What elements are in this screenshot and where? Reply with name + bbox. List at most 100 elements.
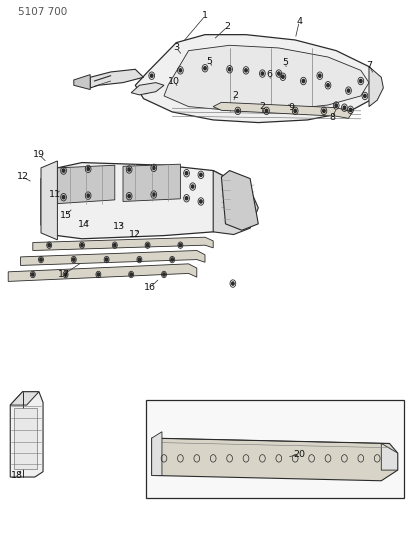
Polygon shape <box>10 392 39 405</box>
Circle shape <box>318 74 320 77</box>
Circle shape <box>342 106 345 109</box>
Text: 20: 20 <box>292 450 305 458</box>
Circle shape <box>130 273 132 276</box>
Circle shape <box>146 244 148 247</box>
Circle shape <box>128 168 130 171</box>
Circle shape <box>261 72 263 75</box>
Polygon shape <box>14 408 37 469</box>
Text: 2: 2 <box>232 92 238 100</box>
Circle shape <box>171 258 173 261</box>
Circle shape <box>97 273 99 276</box>
Circle shape <box>144 88 146 92</box>
Polygon shape <box>221 171 258 230</box>
Text: 1: 1 <box>202 12 207 20</box>
Circle shape <box>81 244 83 247</box>
Circle shape <box>293 109 296 112</box>
Circle shape <box>150 74 153 77</box>
Text: 12: 12 <box>16 173 29 181</box>
Circle shape <box>105 258 108 261</box>
Text: 7: 7 <box>365 61 371 69</box>
Circle shape <box>64 273 67 276</box>
Polygon shape <box>123 164 180 201</box>
Circle shape <box>72 258 75 261</box>
Polygon shape <box>41 163 233 239</box>
Circle shape <box>179 244 181 247</box>
Polygon shape <box>151 432 162 475</box>
Circle shape <box>199 173 202 176</box>
Polygon shape <box>10 392 43 477</box>
Text: 5: 5 <box>281 59 287 67</box>
Circle shape <box>87 194 89 197</box>
Circle shape <box>301 79 304 83</box>
Circle shape <box>191 185 193 188</box>
Circle shape <box>265 109 267 112</box>
Circle shape <box>375 84 378 87</box>
Polygon shape <box>151 438 397 481</box>
Polygon shape <box>33 237 213 251</box>
Text: 13: 13 <box>112 222 125 231</box>
Polygon shape <box>90 69 143 88</box>
Text: 5: 5 <box>206 57 211 66</box>
Circle shape <box>185 172 187 175</box>
Circle shape <box>322 109 324 112</box>
Text: 6: 6 <box>266 70 272 79</box>
Circle shape <box>236 109 238 112</box>
Polygon shape <box>368 67 382 107</box>
Polygon shape <box>164 45 368 110</box>
Polygon shape <box>41 161 57 240</box>
Circle shape <box>40 258 42 261</box>
Text: 16: 16 <box>143 284 155 292</box>
Text: 2: 2 <box>259 102 265 111</box>
Polygon shape <box>20 251 204 265</box>
Circle shape <box>228 68 230 71</box>
Text: 5107 700: 5107 700 <box>18 7 67 17</box>
FancyBboxPatch shape <box>145 400 403 498</box>
Circle shape <box>179 69 181 72</box>
Text: 2: 2 <box>224 22 230 31</box>
Circle shape <box>231 282 234 285</box>
Circle shape <box>346 89 349 92</box>
Polygon shape <box>74 75 90 90</box>
Circle shape <box>277 72 279 75</box>
Circle shape <box>152 193 155 196</box>
Circle shape <box>359 79 361 83</box>
Circle shape <box>348 108 351 111</box>
Circle shape <box>203 67 206 70</box>
Text: 17: 17 <box>57 270 70 279</box>
Text: 15: 15 <box>59 212 72 220</box>
Text: 18: 18 <box>11 471 23 480</box>
Text: 10: 10 <box>168 77 180 85</box>
Text: 12: 12 <box>129 230 141 239</box>
Polygon shape <box>213 171 258 235</box>
Circle shape <box>31 273 34 276</box>
Polygon shape <box>380 443 397 470</box>
Circle shape <box>138 258 140 261</box>
Text: 3: 3 <box>173 44 179 52</box>
Circle shape <box>334 104 337 107</box>
Circle shape <box>199 200 202 203</box>
Circle shape <box>152 166 155 169</box>
Circle shape <box>326 84 328 87</box>
Circle shape <box>128 195 130 198</box>
Text: 4: 4 <box>296 17 301 26</box>
Text: 19: 19 <box>33 150 45 159</box>
Circle shape <box>185 197 187 200</box>
Circle shape <box>48 244 50 247</box>
Polygon shape <box>135 35 380 123</box>
Text: 14: 14 <box>78 221 90 229</box>
Circle shape <box>162 273 165 276</box>
Text: 8: 8 <box>328 113 334 122</box>
Polygon shape <box>8 264 196 281</box>
Text: 11: 11 <box>49 190 61 199</box>
Polygon shape <box>131 83 164 95</box>
Circle shape <box>62 169 65 172</box>
Circle shape <box>62 196 65 199</box>
Circle shape <box>281 75 283 78</box>
Circle shape <box>363 94 365 98</box>
Circle shape <box>244 69 247 72</box>
Polygon shape <box>213 102 352 118</box>
Circle shape <box>87 167 89 171</box>
Polygon shape <box>57 165 115 204</box>
Circle shape <box>113 244 116 247</box>
Text: 9: 9 <box>288 103 293 112</box>
